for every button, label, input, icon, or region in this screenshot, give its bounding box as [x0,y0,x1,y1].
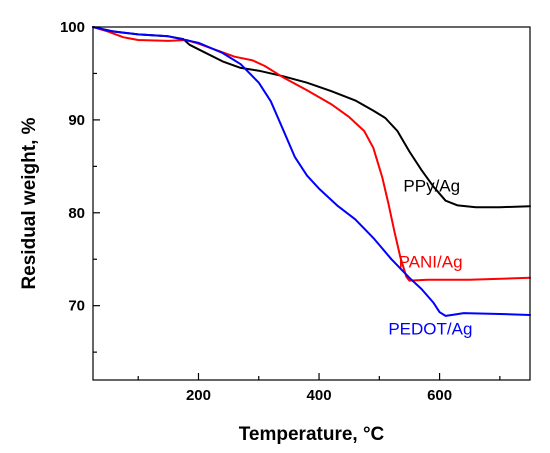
series-line-pedot-ag [93,27,530,316]
y-tick-label: 80 [68,205,85,222]
x-tick-label: 400 [307,387,332,404]
axes: 200 400 600 70 80 90 100 [60,19,530,404]
y-tick-label: 100 [60,19,85,36]
y-tick-label: 90 [68,112,85,129]
x-tick-label: 600 [427,387,452,404]
plot-area: PPy/Ag PANI/Ag PEDOT/Ag [93,27,530,338]
series-label-ppy-ag: PPy/Ag [403,176,460,195]
x-axis-title: Temperature, °C [239,424,385,445]
series-line-pani-ag [93,27,530,281]
x-tick-label: 200 [186,387,211,404]
series-label-pedot-ag: PEDOT/Ag [388,319,472,338]
y-tick-label: 70 [68,298,85,315]
series-label-pani-ag: PANI/Ag [399,253,463,272]
y-axis-title: Residual weight, % [19,117,40,289]
